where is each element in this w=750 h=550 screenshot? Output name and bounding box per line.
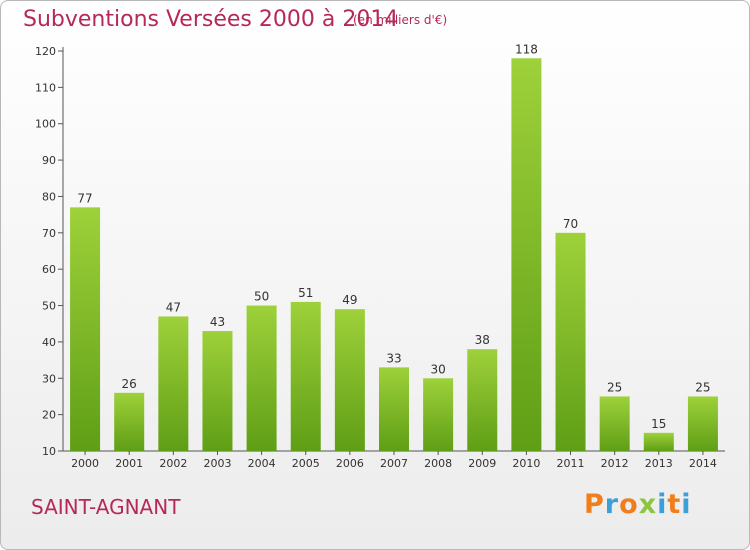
x-tick-label-2009: 2009 — [468, 457, 496, 470]
y-tick-label: 100 — [35, 118, 56, 131]
data-label-2008: 30 — [430, 362, 445, 376]
bar-2005 — [290, 301, 321, 451]
data-label-2011: 70 — [563, 217, 578, 231]
x-tick-label-2008: 2008 — [424, 457, 452, 470]
y-tick-label: 90 — [42, 154, 56, 167]
data-label-2014: 25 — [695, 380, 710, 394]
bar-2001 — [114, 392, 145, 451]
logo-letter: t — [667, 489, 682, 520]
y-tick-label: 30 — [42, 372, 56, 385]
y-tick-label: 20 — [42, 409, 56, 422]
x-tick-label-2003: 2003 — [203, 457, 231, 470]
data-label-2009: 38 — [475, 333, 490, 347]
x-tick-label-2006: 2006 — [336, 457, 364, 470]
x-tick-label-2011: 2011 — [557, 457, 585, 470]
bar-2014 — [687, 396, 718, 451]
unit-note: (en milliers d'€) — [353, 13, 448, 27]
y-tick-label: 40 — [42, 336, 56, 349]
y-tick-label: 10 — [42, 445, 56, 458]
data-label-2002: 47 — [166, 300, 181, 314]
bar-2013 — [643, 432, 674, 451]
data-label-2010: 118 — [515, 42, 538, 56]
x-tick-label-2001: 2001 — [115, 457, 143, 470]
data-label-2012: 25 — [607, 380, 622, 394]
y-tick-label: 70 — [42, 227, 56, 240]
bar-2008 — [423, 378, 454, 451]
x-tick-label-2000: 2000 — [71, 457, 99, 470]
data-label-2003: 43 — [210, 315, 225, 329]
y-tick-label: 120 — [35, 45, 56, 58]
data-label-2001: 26 — [122, 377, 137, 391]
bar-2006 — [334, 309, 365, 451]
logo-letter: P — [584, 489, 605, 520]
bar-2002 — [158, 316, 189, 451]
data-label-2006: 49 — [342, 293, 357, 307]
bar-2010 — [511, 58, 542, 451]
x-tick-label-2004: 2004 — [248, 457, 276, 470]
bar-2003 — [202, 331, 233, 451]
commune-name: SAINT-AGNANT — [31, 495, 181, 519]
y-tick-label: 60 — [42, 263, 56, 276]
y-tick-label: 50 — [42, 300, 56, 313]
logo-letter: o — [619, 489, 639, 520]
x-tick-label-2007: 2007 — [380, 457, 408, 470]
y-tick-label: 80 — [42, 190, 56, 203]
bar-2011 — [555, 232, 586, 451]
proxiti-logo: Proxiti — [584, 489, 692, 520]
data-label-2000: 77 — [77, 191, 92, 205]
y-tick-label: 110 — [35, 81, 56, 94]
chart-title: Subventions Versées 2000 à 2014 — [23, 7, 399, 32]
logo-letter: i — [681, 489, 692, 520]
bar-2004 — [246, 305, 277, 451]
x-tick-label-2005: 2005 — [292, 457, 320, 470]
x-tick-label-2010: 2010 — [512, 457, 540, 470]
x-tick-label-2012: 2012 — [601, 457, 629, 470]
bar-2000 — [70, 207, 101, 451]
logo-letter: i — [657, 489, 668, 520]
data-label-2005: 51 — [298, 286, 313, 300]
bar-2012 — [599, 396, 630, 451]
logo-letter: x — [638, 489, 658, 520]
x-tick-label-2014: 2014 — [689, 457, 717, 470]
bar-2007 — [379, 367, 409, 451]
data-label-2004: 50 — [254, 290, 269, 304]
x-tick-label-2013: 2013 — [645, 457, 673, 470]
bar-2009 — [467, 349, 498, 451]
data-label-2007: 33 — [386, 351, 401, 365]
logo-letter: r — [604, 489, 620, 520]
data-label-2013: 15 — [651, 417, 666, 431]
x-tick-label-2002: 2002 — [159, 457, 187, 470]
